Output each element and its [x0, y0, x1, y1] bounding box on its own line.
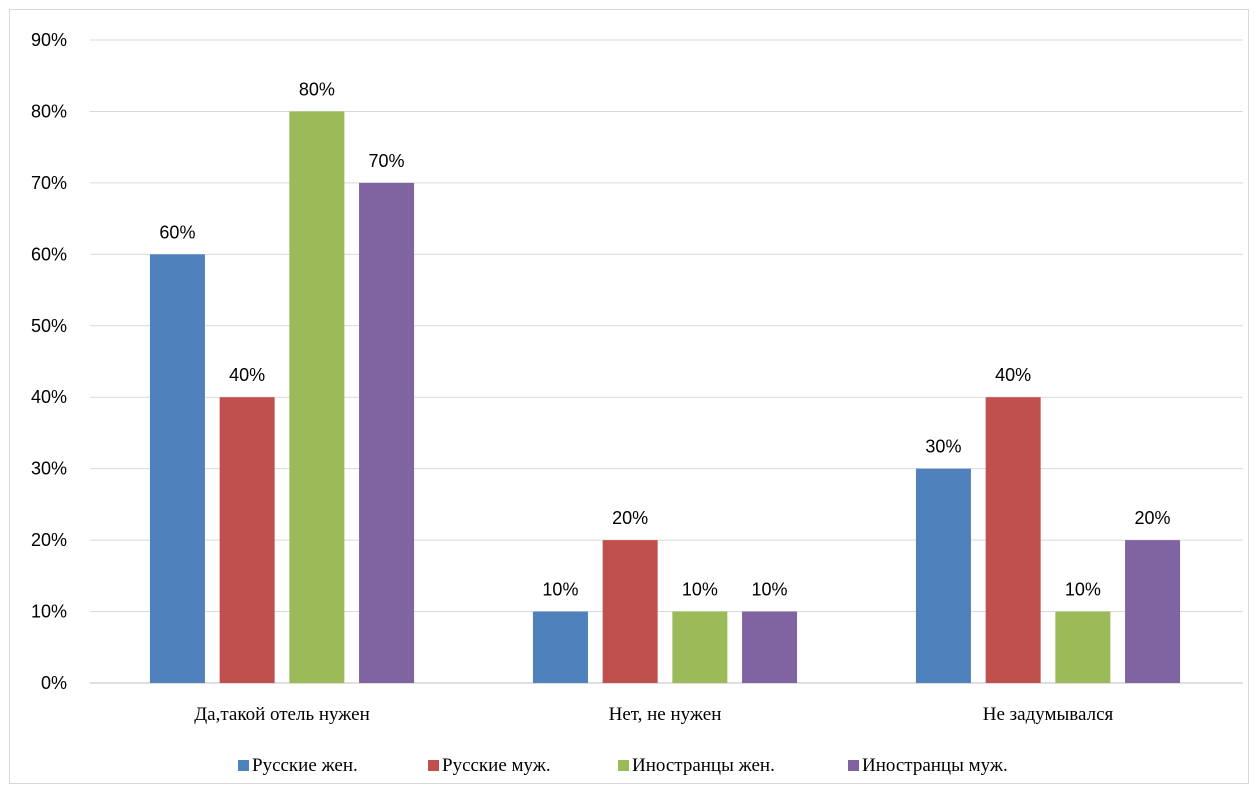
- data-label: 10%: [752, 580, 788, 600]
- bar: [742, 611, 798, 683]
- category-label: Да,такой отель нужен: [194, 704, 370, 725]
- y-tick-label: 70%: [31, 173, 67, 193]
- bar: [1125, 540, 1181, 683]
- legend-swatch: [238, 760, 249, 771]
- data-label: 20%: [612, 508, 648, 528]
- legend-label: Иностранцы муж.: [862, 755, 1008, 776]
- legend-swatch: [618, 760, 629, 771]
- legend-label: Иностранцы жен.: [632, 755, 775, 776]
- y-tick-label: 90%: [31, 30, 67, 50]
- bar: [672, 611, 728, 683]
- y-tick-label: 10%: [31, 602, 67, 622]
- data-label: 10%: [682, 580, 718, 600]
- y-tick-label: 0%: [41, 673, 67, 693]
- category-label: Не задумывался: [983, 704, 1114, 725]
- legend-swatch: [428, 760, 439, 771]
- y-tick-label: 20%: [31, 530, 67, 550]
- legend-swatch: [848, 760, 859, 771]
- y-tick-label: 30%: [31, 459, 67, 479]
- data-label: 10%: [1065, 580, 1101, 600]
- y-tick-label: 40%: [31, 387, 67, 407]
- legend-label: Русские муж.: [442, 755, 551, 776]
- bars: [149, 111, 1181, 684]
- category-labels: Да,такой отель нужен Нет, не нужен Не заду…: [194, 704, 1113, 725]
- bar: [359, 182, 415, 683]
- bar: [1055, 611, 1111, 683]
- y-tick-label: 80%: [31, 101, 67, 121]
- bar: [289, 111, 345, 683]
- data-labels: 60% 40% 80% 70% 10% 20% 10% 10% 30% 40% 10% 20%: [159, 79, 1170, 599]
- y-tick-label: 50%: [31, 316, 67, 336]
- legend-label: Русские жен.: [252, 755, 358, 776]
- data-label: 70%: [369, 151, 405, 171]
- bar: [532, 611, 588, 683]
- gridlines: [90, 39, 1243, 684]
- data-label: 30%: [925, 437, 961, 457]
- bar: [915, 468, 971, 683]
- data-label: 40%: [995, 365, 1031, 385]
- bar: [985, 397, 1041, 683]
- category-label: Нет, не нужен: [609, 704, 722, 725]
- y-tick-label: 60%: [31, 244, 67, 264]
- y-axis-tick-labels: 0% 10% 20% 30% 40% 50% 60% 70% 80% 90%: [31, 30, 67, 693]
- bar: [149, 254, 205, 684]
- data-label: 80%: [299, 79, 335, 99]
- data-label: 10%: [542, 580, 578, 600]
- data-label: 60%: [159, 222, 195, 242]
- data-label: 40%: [229, 365, 265, 385]
- data-label: 20%: [1135, 508, 1171, 528]
- bar: [602, 540, 658, 683]
- bar: [219, 397, 275, 683]
- legend: Русские жен. Русские муж. Иностранцы жен. И…: [238, 755, 1008, 776]
